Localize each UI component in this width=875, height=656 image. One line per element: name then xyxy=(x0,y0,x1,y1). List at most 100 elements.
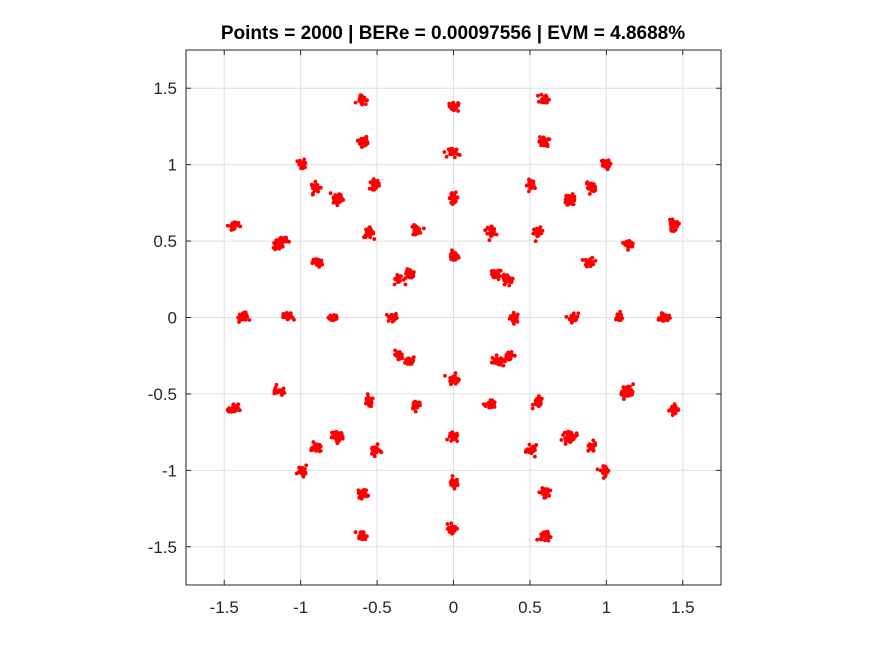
scatter-point xyxy=(622,397,626,401)
scatter-point xyxy=(451,196,456,201)
scatter-point xyxy=(313,183,317,187)
scatter-point xyxy=(450,474,455,478)
scatter-point xyxy=(314,260,319,265)
scatter-point xyxy=(378,449,383,454)
scatter-point xyxy=(591,438,596,443)
scatter-point xyxy=(541,143,546,148)
scatter-point xyxy=(449,382,453,387)
scatter-point xyxy=(567,433,572,438)
scatter-point xyxy=(564,197,569,202)
scatter-point xyxy=(413,409,418,414)
scatter-point xyxy=(237,316,242,321)
scatter-point xyxy=(315,189,320,194)
scatter-point xyxy=(319,258,324,263)
scatter-point xyxy=(370,452,374,456)
scatter-point xyxy=(300,469,305,473)
scatter-point xyxy=(629,244,634,249)
scatter-point xyxy=(509,280,514,285)
scatter-point xyxy=(448,376,453,380)
scatter-point xyxy=(443,373,447,378)
scatter-point xyxy=(534,443,539,447)
scatter-point xyxy=(585,181,589,186)
scatter-point xyxy=(590,255,595,260)
axes-frame xyxy=(185,49,722,586)
scatter-point xyxy=(294,471,299,476)
scatter-point xyxy=(273,241,278,246)
scatter-point xyxy=(492,272,497,277)
scatter-point xyxy=(659,311,664,315)
scatter-point xyxy=(375,178,380,183)
chart-title: Points = 2000 | BERe = 0.00097556 | EVM … xyxy=(221,23,685,44)
scatter-point xyxy=(566,202,570,207)
scatter-point xyxy=(631,382,635,387)
scatter-points xyxy=(225,92,681,543)
scatter-point xyxy=(491,400,495,405)
scatter-point xyxy=(412,229,417,233)
scatter-point xyxy=(408,272,413,277)
scatter-point xyxy=(673,405,677,410)
scatter-point xyxy=(398,350,402,354)
scatter-point xyxy=(563,442,568,446)
scatter-point xyxy=(353,530,358,535)
scatter-point xyxy=(583,257,588,262)
scatter-point xyxy=(498,362,503,367)
scatter-point xyxy=(449,431,454,435)
scatter-point xyxy=(456,101,461,106)
scatter-point xyxy=(365,534,369,539)
scatter-point xyxy=(511,320,516,324)
scatter-point xyxy=(626,248,630,252)
scatter-point xyxy=(280,393,284,397)
scatter-point xyxy=(508,314,513,318)
scatter-point xyxy=(533,239,538,244)
scatter-point xyxy=(600,468,604,473)
scatter-point xyxy=(505,353,510,358)
scatter-point xyxy=(297,158,302,163)
scatter-point xyxy=(243,317,248,322)
x-tick-label: -1.5 xyxy=(210,598,239,617)
scatter-point xyxy=(313,179,318,184)
scatter-point xyxy=(487,238,492,243)
scatter-point xyxy=(281,388,285,393)
scatter-point xyxy=(590,187,594,192)
scatter-point xyxy=(604,159,608,163)
scatter-point xyxy=(593,258,598,263)
scatter-point xyxy=(356,488,361,493)
scatter-point xyxy=(529,182,534,187)
scatter-point xyxy=(452,374,457,379)
scatter-point xyxy=(540,138,544,143)
scatter-point xyxy=(538,135,542,139)
scatter-point xyxy=(357,496,362,500)
scatter-point xyxy=(333,200,338,205)
scatter-point xyxy=(535,537,539,542)
scatter-point xyxy=(672,402,677,406)
scatter-point xyxy=(563,439,568,443)
scatter-point xyxy=(232,223,237,228)
scatter-point xyxy=(487,405,491,410)
scatter-point xyxy=(628,384,632,389)
scatter-point xyxy=(337,438,342,443)
scatter-point xyxy=(368,180,373,185)
y-tick-label: 0.5 xyxy=(153,232,177,251)
scatter-point xyxy=(234,404,239,408)
scatter-point xyxy=(359,489,364,494)
scatter-point xyxy=(452,155,457,160)
scatter-point xyxy=(245,314,250,319)
scatter-point xyxy=(502,282,507,287)
scatter-point xyxy=(571,437,576,442)
scatter-point xyxy=(502,278,506,283)
scatter-point xyxy=(403,282,408,287)
scatter-point xyxy=(490,356,495,360)
scatter-point xyxy=(372,237,377,241)
scatter-point xyxy=(536,99,541,104)
scatter-point xyxy=(498,274,503,278)
scatter-point xyxy=(455,477,459,482)
scatter-point xyxy=(239,314,244,318)
scatter-point xyxy=(236,223,240,228)
scatter-point xyxy=(456,109,460,113)
scatter-point xyxy=(489,360,494,365)
scatter-point xyxy=(575,314,580,319)
scatter-point xyxy=(363,140,368,145)
x-tick-label: 0.5 xyxy=(518,598,542,617)
scatter-point xyxy=(339,436,344,441)
scatter-point xyxy=(489,228,493,233)
